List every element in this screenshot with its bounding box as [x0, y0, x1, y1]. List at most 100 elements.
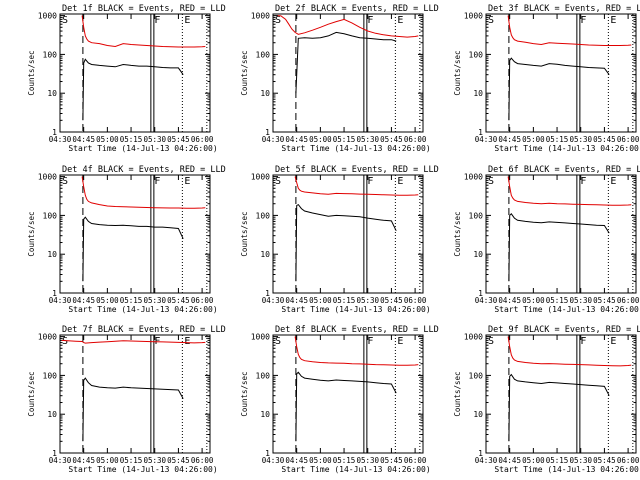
x-tick-label: 04:45 — [72, 135, 95, 144]
x-tick-label: 04:45 — [285, 456, 308, 465]
chart-panel-2: Det 2f BLACK = Events, RED = LLD 1 10 100 10… — [240, 4, 439, 153]
marker-label: F — [367, 15, 373, 26]
x-tick-label: 05:45 — [167, 456, 190, 465]
y-tick-label: 1 — [265, 289, 270, 298]
marker-label: F — [154, 15, 160, 26]
y-tick-label: 1 — [52, 128, 57, 137]
y-tick-label: 1 — [478, 128, 483, 137]
chart-panel-8: Det 8f BLACK = Events, RED = LLD 1 10 100 10… — [240, 325, 439, 474]
marker-label: E — [184, 15, 190, 26]
y-tick-label: 100 — [256, 50, 271, 59]
x-axis-label: Start Time (14-Jul-13 04:26:00) — [281, 144, 430, 153]
chart-panel-1: Det 1f BLACK = Events, RED = LLD 1 10 100 10… — [27, 4, 226, 153]
chart-title: Det 4f BLACK = Events, RED = LLD — [62, 165, 226, 175]
x-tick-label: 05:15 — [120, 135, 143, 144]
marker-label: E — [184, 176, 190, 187]
x-tick-label: 05:30 — [569, 456, 592, 465]
x-tick-label: 06:00 — [404, 296, 427, 305]
x-axis-label: Start Time (14-Jul-13 04:26:00) — [68, 144, 217, 153]
x-tick-label: 05:15 — [546, 456, 569, 465]
series-line-events — [295, 371, 397, 442]
series-line-lld — [507, 336, 632, 367]
x-tick-label: 05:15 — [333, 456, 356, 465]
series-line-lld — [61, 339, 206, 344]
chart-title: Det 9f BLACK = Events, RED = LLD — [488, 325, 640, 335]
x-tick-label: 04:45 — [498, 456, 521, 465]
series-line-events — [295, 31, 397, 94]
x-axis-label: Start Time (14-Jul-13 04:26:00) — [494, 144, 640, 153]
y-tick-label: 10 — [47, 410, 57, 419]
y-axis-label: Counts/sec — [27, 211, 36, 256]
x-tick-label: 05:30 — [143, 456, 166, 465]
y-tick-label: 100 — [43, 50, 58, 59]
marker-label: E — [610, 336, 616, 347]
marker-label: E — [397, 15, 403, 26]
y-tick-label: 100 — [43, 371, 58, 380]
plot-frame — [485, 174, 637, 294]
y-tick-label: 1000 — [464, 12, 483, 21]
x-tick-label: 05:00 — [309, 135, 332, 144]
x-tick-label: 04:30 — [49, 456, 72, 465]
y-axis-label: Counts/sec — [453, 50, 462, 95]
marker-label: F — [580, 15, 586, 26]
x-axis-label: Start Time (14-Jul-13 04:26:00) — [68, 465, 217, 474]
y-tick-label: 10 — [260, 410, 270, 419]
marker-label: S — [488, 176, 494, 187]
y-tick-label: 1 — [478, 289, 483, 298]
x-tick-label: 05:15 — [546, 135, 569, 144]
y-tick-label: 100 — [469, 211, 484, 220]
marker-label: S — [275, 176, 281, 187]
plot-frame — [272, 334, 424, 454]
y-tick-label: 100 — [256, 211, 271, 220]
y-tick-label: 1000 — [251, 173, 270, 182]
y-axis-label: Counts/sec — [240, 371, 249, 416]
x-tick-label: 04:30 — [262, 296, 285, 305]
chart-panel-7: Det 7f BLACK = Events, RED = LLD 1 10 100 10… — [27, 325, 226, 474]
plot-frame — [272, 13, 424, 133]
series-line-lld — [81, 15, 206, 48]
series-line-events — [82, 216, 184, 282]
x-axis-label: Start Time (14-Jul-13 04:26:00) — [281, 305, 430, 314]
x-tick-label: 05:15 — [333, 296, 356, 305]
marker-label: E — [184, 336, 190, 347]
x-tick-label: 04:30 — [475, 296, 498, 305]
series-line-events — [508, 57, 610, 121]
chart-title: Det 1f BLACK = Events, RED = LLD — [62, 4, 226, 14]
marker-label: S — [275, 15, 281, 26]
series-line-lld — [507, 15, 632, 46]
marker-label: F — [154, 176, 160, 187]
x-tick-label: 05:00 — [309, 456, 332, 465]
x-tick-label: 05:15 — [120, 456, 143, 465]
x-tick-label: 04:30 — [49, 296, 72, 305]
x-tick-label: 04:30 — [49, 135, 72, 144]
x-tick-label: 05:00 — [522, 135, 545, 144]
y-axis-label: Counts/sec — [27, 371, 36, 416]
marker-label: S — [62, 336, 68, 347]
x-tick-label: 05:30 — [569, 135, 592, 144]
x-tick-label: 05:00 — [96, 135, 119, 144]
y-tick-label: 1 — [478, 449, 483, 458]
x-axis-label: Start Time (14-Jul-13 04:26:00) — [494, 465, 640, 474]
series-line-events — [508, 373, 610, 442]
x-tick-label: 05:45 — [593, 296, 616, 305]
chart-title: Det 8f BLACK = Events, RED = LLD — [275, 325, 439, 335]
y-axis-label: Counts/sec — [240, 50, 249, 95]
y-tick-label: 10 — [47, 89, 57, 98]
series-line-lld — [294, 336, 419, 366]
x-tick-label: 05:00 — [96, 456, 119, 465]
x-axis-label: Start Time (14-Jul-13 04:26:00) — [68, 305, 217, 314]
x-tick-label: 05:00 — [309, 296, 332, 305]
y-tick-label: 1 — [265, 128, 270, 137]
x-tick-label: 04:30 — [262, 135, 285, 144]
x-tick-label: 05:15 — [546, 296, 569, 305]
x-tick-label: 06:00 — [191, 135, 214, 144]
y-tick-label: 1000 — [251, 12, 270, 21]
marker-label: F — [367, 336, 373, 347]
y-tick-label: 100 — [469, 371, 484, 380]
x-tick-label: 05:45 — [593, 135, 616, 144]
x-tick-label: 05:30 — [143, 296, 166, 305]
plot-frame — [59, 13, 211, 133]
x-tick-label: 06:00 — [191, 296, 214, 305]
marker-label: S — [62, 176, 68, 187]
